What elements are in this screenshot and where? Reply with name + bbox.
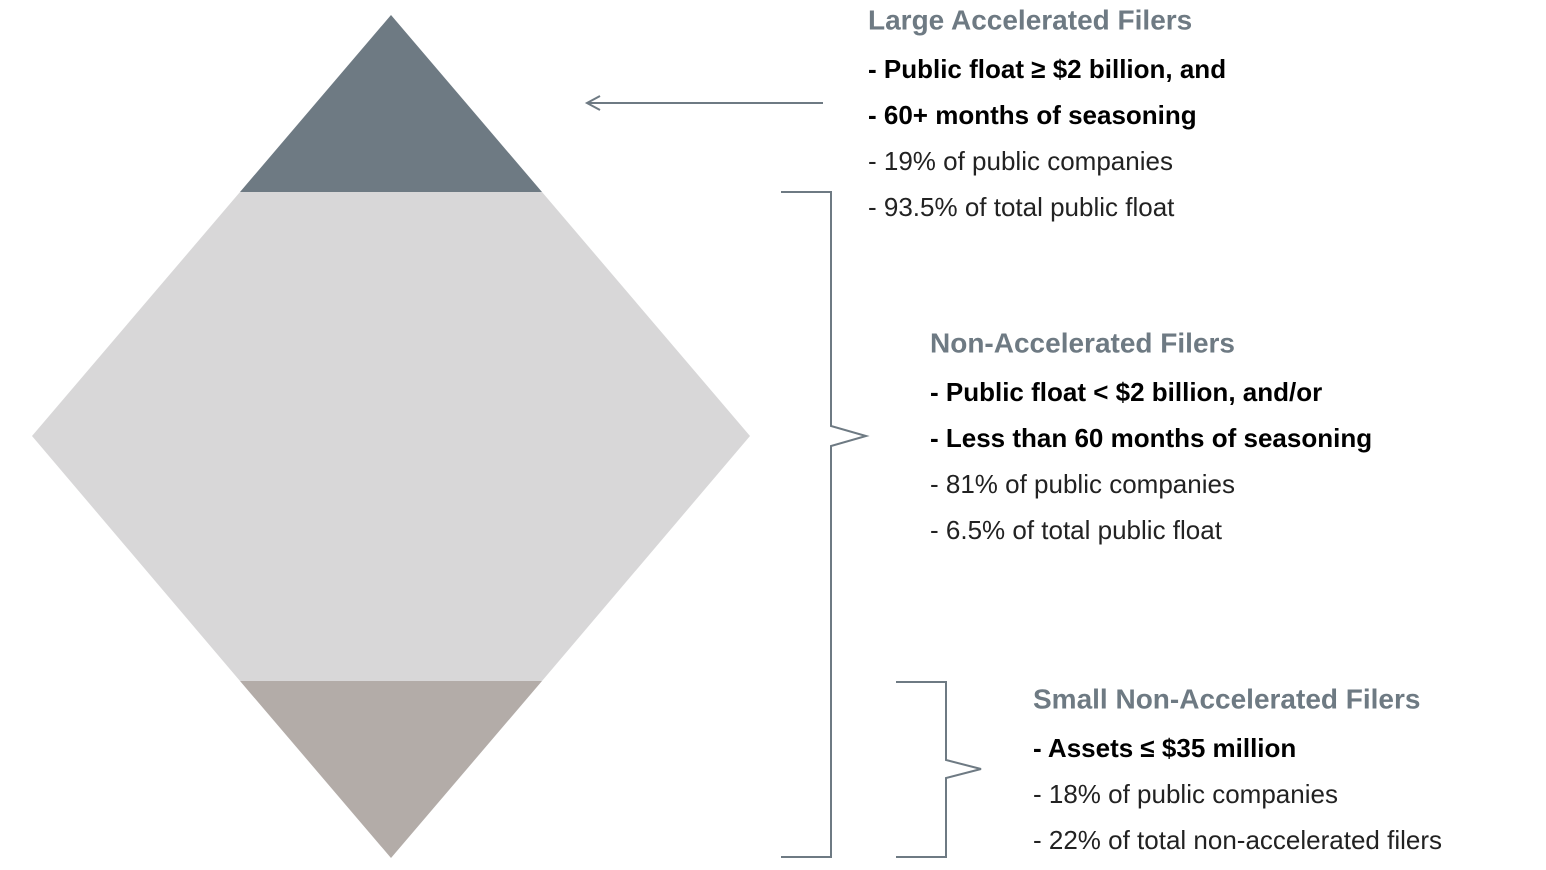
group-item: - 93.5% of total public float [868,192,1175,222]
group-item: - 22% of total non-accelerated filers [1033,825,1442,855]
group-item: - 18% of public companies [1033,779,1338,809]
group-item: - 60+ months of seasoning [868,100,1197,130]
group-title: Small Non-Accelerated Filers [1033,683,1420,714]
group-item: - 81% of public companies [930,469,1235,499]
group-item: - 19% of public companies [868,146,1173,176]
bottom-segment [240,681,542,858]
group-item: - Assets ≤ $35 million [1033,733,1296,763]
arrow-head [584,95,601,111]
middle-segment [32,192,750,681]
group-title: Large Accelerated Filers [868,4,1192,35]
group-title: Non-Accelerated Filers [930,327,1235,358]
top-segment [240,15,542,192]
large-bracket [781,191,870,858]
group-item: - Less than 60 months of seasoning [930,423,1372,453]
group-item: - Public float ≥ $2 billion, and [868,54,1226,84]
group-item: - 6.5% of total public float [930,515,1223,545]
small-bracket [896,681,982,858]
connectors [584,95,982,858]
group-item: - Public float < $2 billion, and/or [930,377,1322,407]
